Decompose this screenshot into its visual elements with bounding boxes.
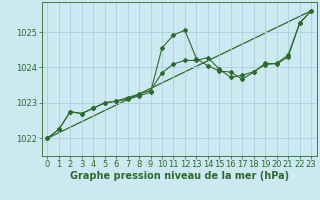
- X-axis label: Graphe pression niveau de la mer (hPa): Graphe pression niveau de la mer (hPa): [70, 171, 289, 181]
